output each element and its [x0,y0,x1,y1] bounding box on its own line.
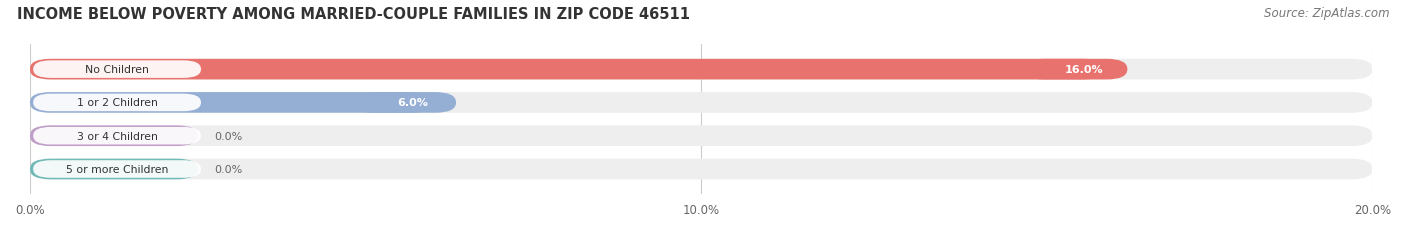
Text: 6.0%: 6.0% [396,98,427,108]
FancyBboxPatch shape [30,159,198,179]
FancyBboxPatch shape [30,126,1372,146]
FancyBboxPatch shape [352,93,456,113]
FancyBboxPatch shape [30,93,1372,113]
Text: 16.0%: 16.0% [1064,65,1104,75]
Text: Source: ZipAtlas.com: Source: ZipAtlas.com [1264,7,1389,20]
FancyBboxPatch shape [30,93,433,113]
FancyBboxPatch shape [30,159,1372,179]
FancyBboxPatch shape [34,94,201,112]
Text: 1 or 2 Children: 1 or 2 Children [77,98,157,108]
FancyBboxPatch shape [34,61,201,79]
Text: 3 or 4 Children: 3 or 4 Children [77,131,157,141]
Text: 0.0%: 0.0% [215,131,243,141]
FancyBboxPatch shape [30,126,198,146]
FancyBboxPatch shape [34,161,201,178]
Text: No Children: No Children [86,65,149,75]
FancyBboxPatch shape [1024,60,1128,80]
FancyBboxPatch shape [34,127,201,145]
FancyBboxPatch shape [30,60,1104,80]
Text: 0.0%: 0.0% [215,164,243,174]
Text: 5 or more Children: 5 or more Children [66,164,169,174]
Text: INCOME BELOW POVERTY AMONG MARRIED-COUPLE FAMILIES IN ZIP CODE 46511: INCOME BELOW POVERTY AMONG MARRIED-COUPL… [17,7,690,22]
FancyBboxPatch shape [30,60,1372,80]
